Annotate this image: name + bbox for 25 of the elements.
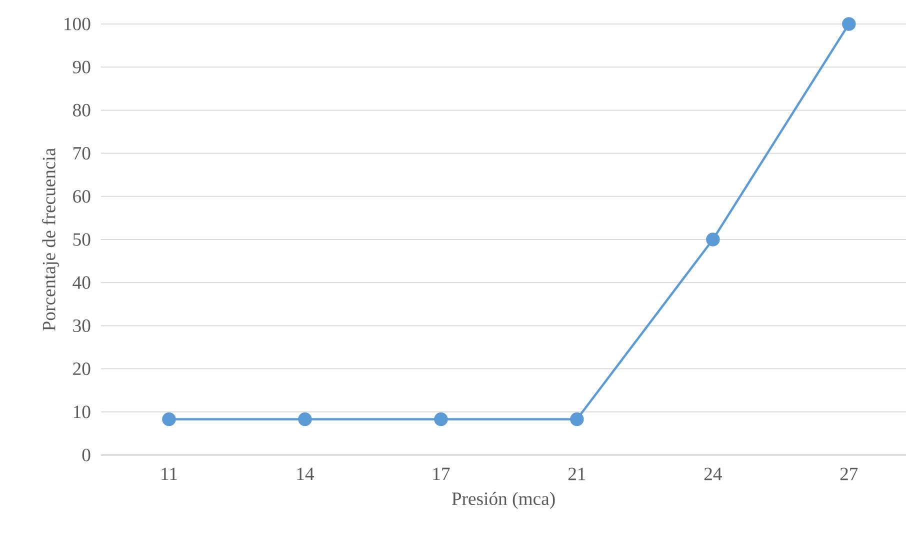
x-tick-label: 14 (297, 468, 314, 480)
x-tick-label: 24 (704, 468, 722, 480)
y-tick-label: 10 (74, 406, 90, 418)
y-tick-label: 80 (73, 104, 90, 117)
y-tick-label: 20 (73, 362, 90, 376)
y-tick-label: 40 (72, 276, 90, 289)
y-tick-label: 60 (73, 190, 90, 203)
point (570, 412, 584, 426)
x-tick-label: 11 (162, 468, 177, 480)
y-tick-label: 30 (73, 319, 90, 332)
y-tick-label: 70 (74, 146, 90, 160)
y-axis-title: Porcentaje de frecuencia (42, 148, 60, 331)
y-tick-label: 100 (64, 18, 90, 30)
x-tick-label: 27 (840, 468, 858, 480)
point (706, 232, 720, 246)
y-tick-label: 50 (73, 233, 90, 246)
point (842, 17, 856, 31)
point (434, 412, 448, 426)
y-tick-label: 0 (82, 448, 90, 462)
point (162, 412, 176, 426)
point (298, 412, 312, 426)
y-tick-label: 90 (72, 60, 90, 74)
x-axis-title: Presión (mca) (452, 492, 555, 509)
x-tick-label: 17 (433, 468, 450, 480)
x-tick-label: 21 (568, 468, 586, 480)
